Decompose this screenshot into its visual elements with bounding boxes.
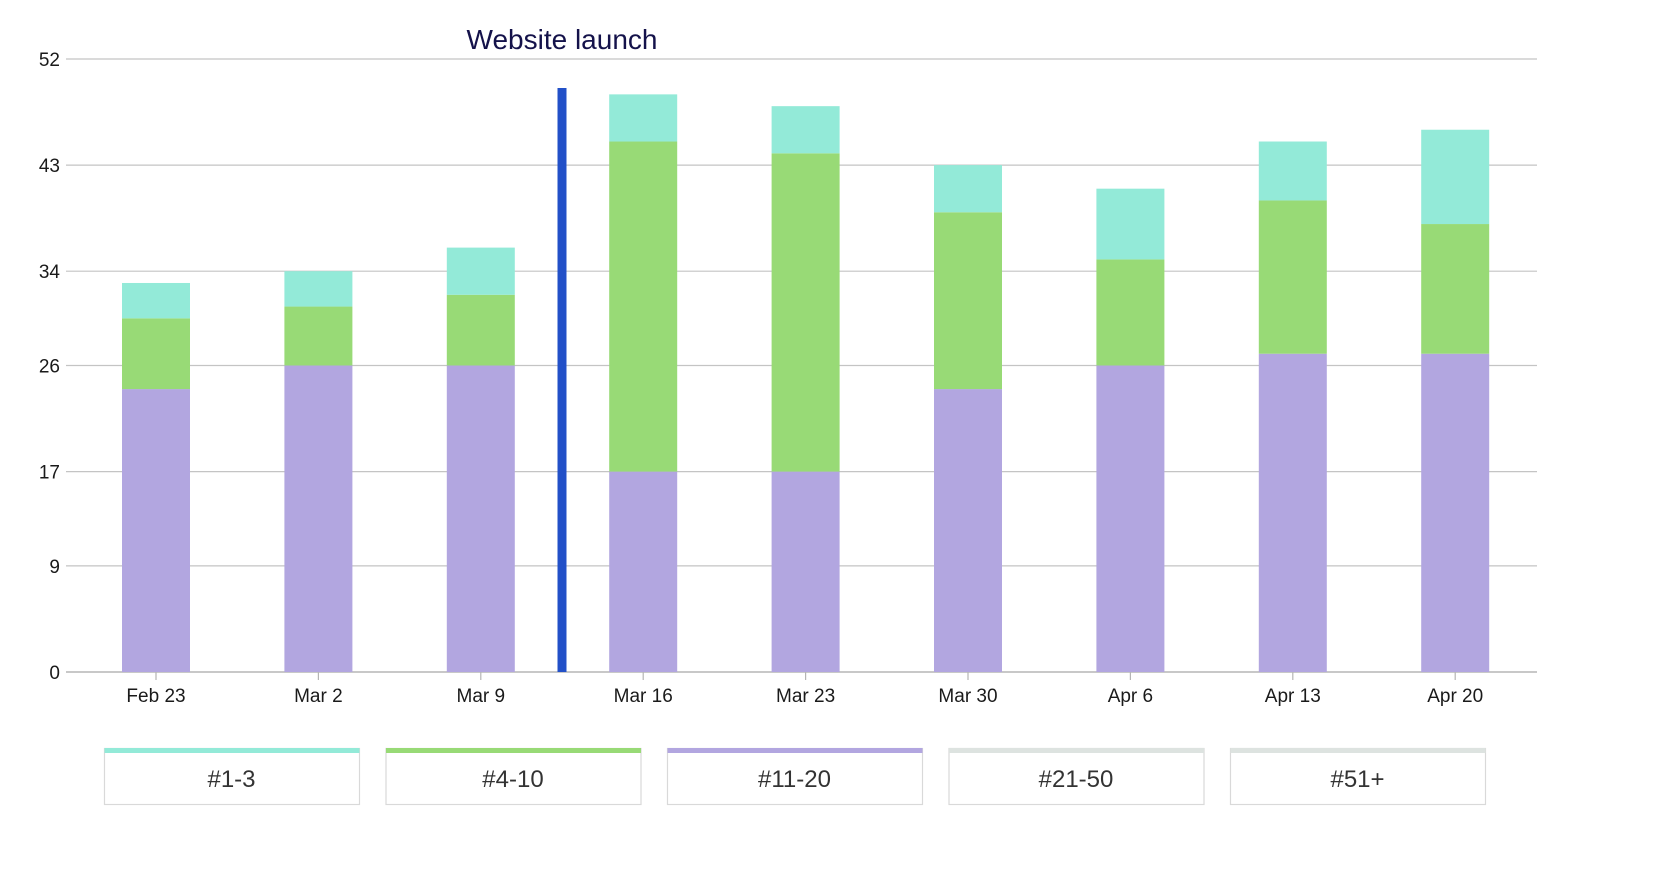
legend-label: #21-50 <box>1039 766 1114 793</box>
y-tick-label: 34 <box>39 262 61 283</box>
x-tick-label: Apr 20 <box>1427 686 1483 707</box>
website-launch-marker <box>557 88 567 672</box>
legend: #1-3 #4-10 #11-20 #21-50 #51+ <box>103 747 1487 806</box>
y-tick-label: 26 <box>39 357 60 378</box>
bar-segment-1120[interactable] <box>1096 365 1165 673</box>
bar-segment-13[interactable] <box>934 165 1002 213</box>
x-tick-label: Mar 16 <box>614 686 673 707</box>
bar-segment-13[interactable] <box>1421 129 1490 225</box>
annotation-label: Website launch <box>467 24 658 55</box>
legend-box <box>666 747 924 806</box>
legend-label: #1-3 <box>207 766 255 793</box>
bar-segment-13[interactable] <box>1096 188 1165 260</box>
bar-segment-13[interactable] <box>1258 141 1327 201</box>
bar-segment-410[interactable] <box>1258 200 1327 354</box>
bar-segment-1120[interactable] <box>934 389 1002 672</box>
bar-segment-410[interactable] <box>934 212 1002 390</box>
y-tick-label: 43 <box>39 156 60 177</box>
legend-label: #51+ <box>1330 766 1384 793</box>
bar-segment-1120[interactable] <box>1258 353 1327 672</box>
bar-segment-13[interactable] <box>609 94 678 142</box>
legend-color-strip <box>949 748 1204 753</box>
legend-item-2150[interactable]: #21-50 <box>948 747 1205 806</box>
bar-segment-410[interactable] <box>771 153 840 472</box>
x-tick-label: Apr 6 <box>1108 686 1153 707</box>
legend-label: #4-10 <box>482 766 543 793</box>
y-tick-label: 52 <box>39 50 60 71</box>
legend-color-strip <box>1230 748 1486 753</box>
x-tick-label: Mar 9 <box>457 686 506 707</box>
legend-color-strip <box>104 748 360 753</box>
bar-segment-1120[interactable] <box>771 471 840 672</box>
legend-box <box>103 747 361 806</box>
legend-label: #11-20 <box>758 766 831 793</box>
bar-segment-1120[interactable] <box>1421 353 1490 672</box>
bar-segment-410[interactable] <box>1096 259 1165 366</box>
bar-segment-13[interactable] <box>122 282 190 319</box>
bar-segment-13[interactable] <box>771 106 840 154</box>
bar-segment-410[interactable] <box>122 318 190 390</box>
bar-segment-410[interactable] <box>284 306 353 366</box>
legend-item-51[interactable]: #51+ <box>1229 747 1487 806</box>
bar-segment-410[interactable] <box>446 294 515 366</box>
bar-segment-13[interactable] <box>284 271 353 307</box>
x-tick-label: Mar 23 <box>776 686 835 707</box>
y-tick-label: 0 <box>49 663 60 684</box>
bar-segment-1120[interactable] <box>284 365 353 673</box>
bar-segment-1120[interactable] <box>122 389 190 672</box>
y-tick-label: 9 <box>49 557 60 578</box>
bar-segment-1120[interactable] <box>446 365 515 673</box>
bar-segment-410[interactable] <box>1421 224 1490 354</box>
legend-box <box>385 747 642 806</box>
x-tick-label: Mar 2 <box>294 686 343 707</box>
x-tick-label: Feb 23 <box>126 686 185 707</box>
bar-segment-1120[interactable] <box>609 471 678 672</box>
y-tick-label: 17 <box>39 463 60 484</box>
legend-color-strip <box>386 748 641 753</box>
legend-item-410[interactable]: #4-10 <box>385 747 642 806</box>
bars <box>122 94 1490 673</box>
annotation: Website launch <box>467 24 658 672</box>
x-tick-label: Apr 13 <box>1265 686 1321 707</box>
legend-item-1120[interactable]: #11-20 <box>666 747 924 806</box>
axes: 0 9 17 26 34 43 52 Feb 23 Mar 2 Mar 9 Mar 16 Mar 23… <box>39 50 1483 707</box>
x-tick-label: Mar 30 <box>938 686 997 707</box>
bar-segment-13[interactable] <box>446 247 515 295</box>
legend-color-strip <box>667 748 923 753</box>
legend-item-13[interactable]: #1-3 <box>103 747 361 806</box>
bar-segment-410[interactable] <box>609 141 678 472</box>
legend-box <box>1229 747 1487 806</box>
